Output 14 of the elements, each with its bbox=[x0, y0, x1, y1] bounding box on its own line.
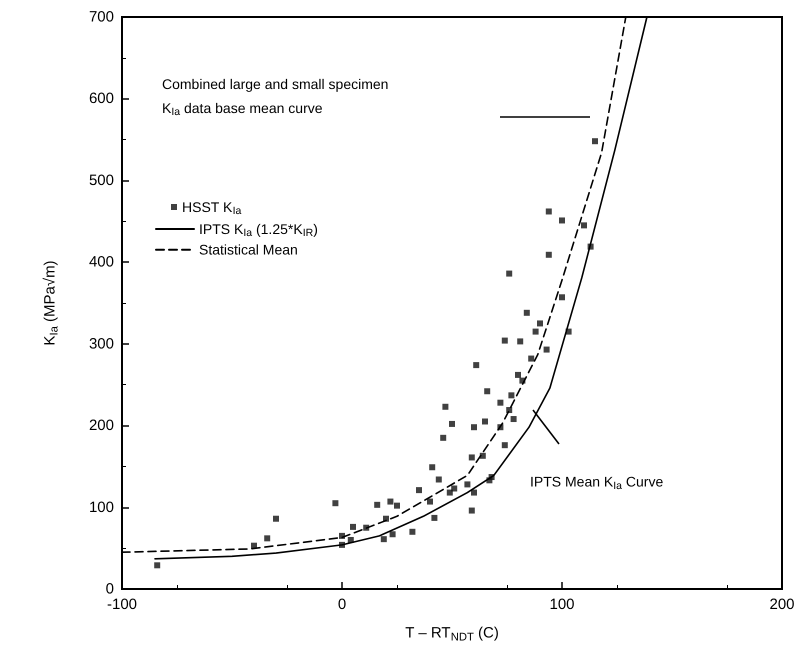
y-tick-label: 400 bbox=[88, 254, 114, 271]
y-tick-label: 300 bbox=[88, 335, 114, 352]
y-tick-label: 100 bbox=[88, 498, 114, 516]
x-tick-label: 200 bbox=[769, 596, 795, 613]
y-axis-title: KIa (MPa√m) bbox=[42, 260, 60, 346]
legend-label: Statistical Mean bbox=[199, 242, 298, 258]
y-tick-label: 0 bbox=[106, 580, 114, 598]
y-tick-label: 700 bbox=[88, 8, 114, 26]
x-tick-label: 100 bbox=[549, 596, 575, 613]
y-tick-label: 200 bbox=[88, 417, 114, 434]
y-tick-label: 500 bbox=[88, 172, 114, 189]
y-tick-label: 600 bbox=[88, 90, 114, 108]
x-tick-label: -100 bbox=[106, 596, 138, 613]
x-tick-label: 0 bbox=[338, 596, 346, 613]
